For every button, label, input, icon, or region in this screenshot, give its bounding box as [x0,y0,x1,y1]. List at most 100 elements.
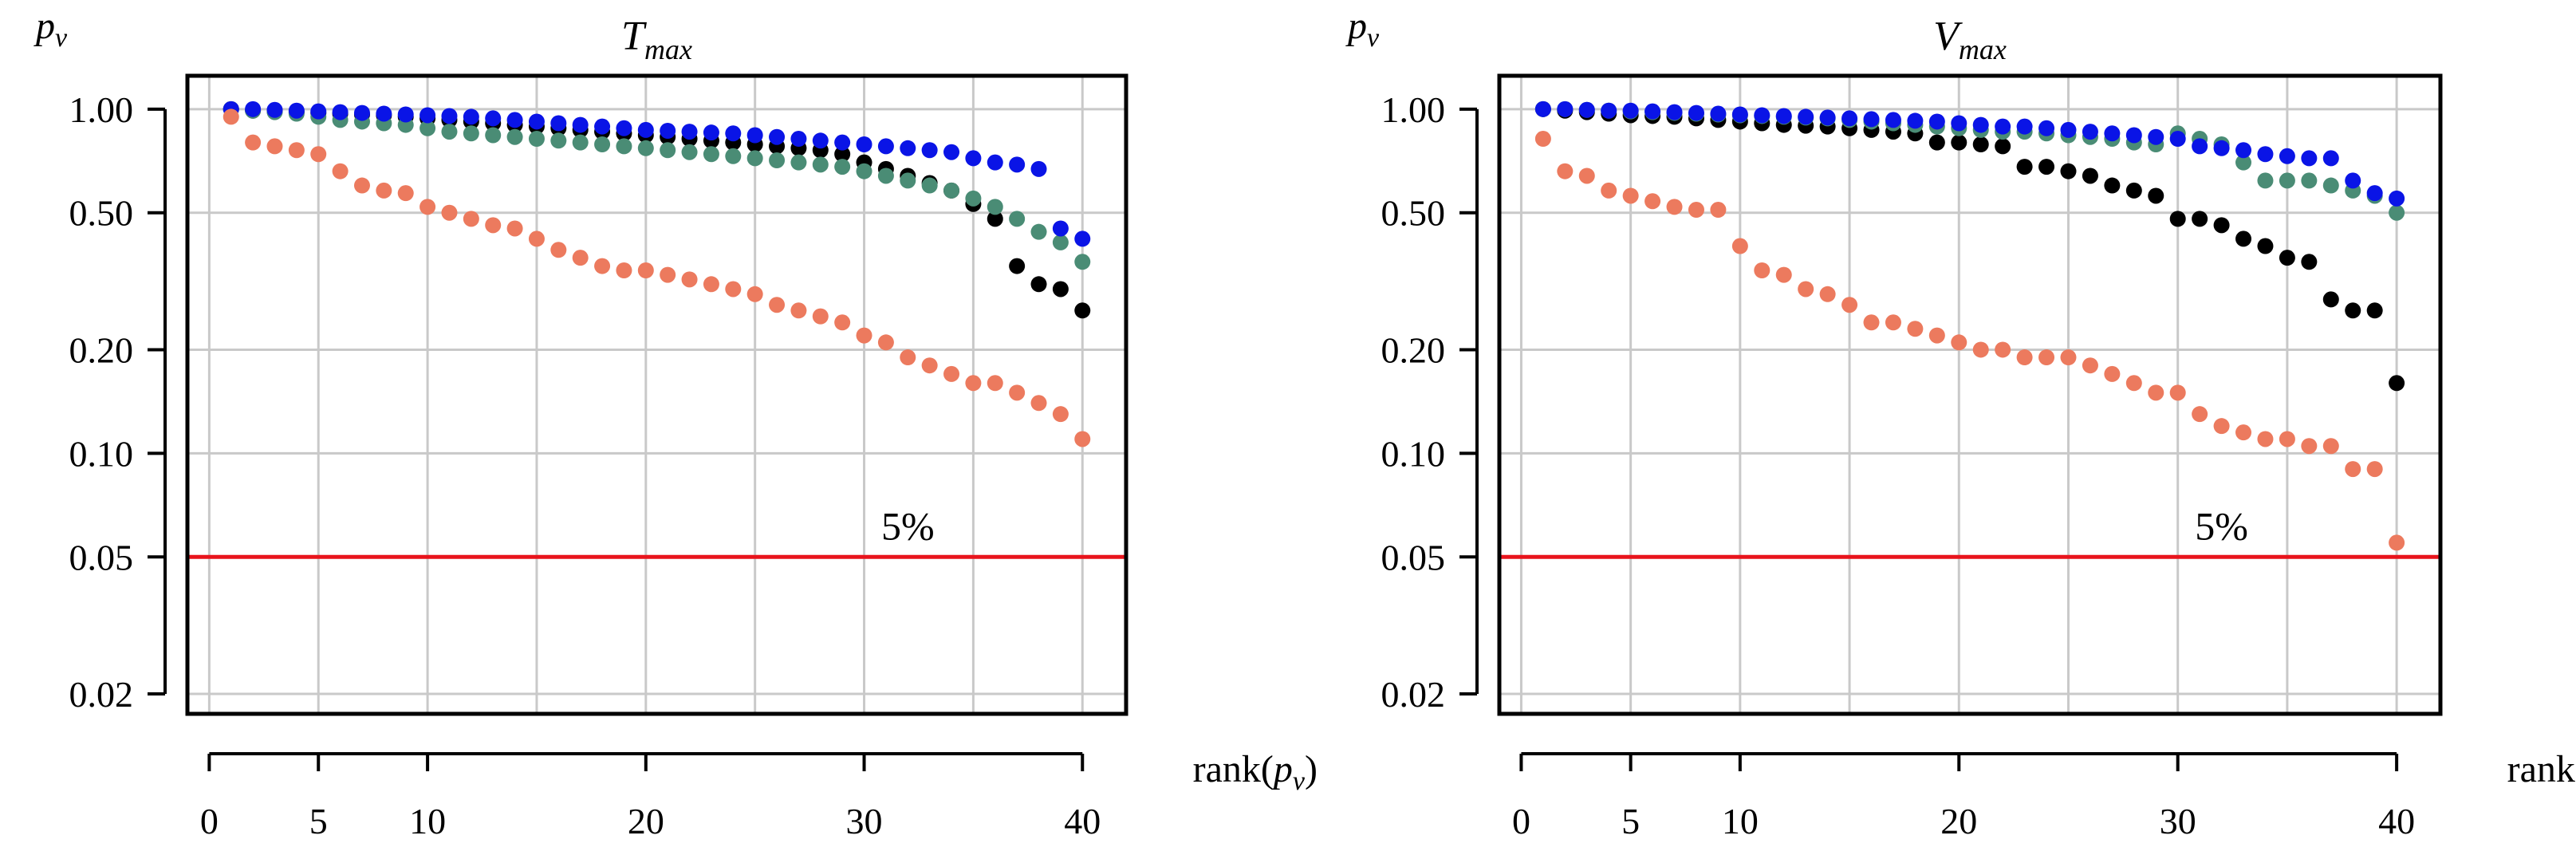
y-axis-title: pv [1345,5,1380,53]
point-teal [572,134,589,151]
point-salmon [353,177,370,194]
point-salmon [856,327,872,344]
point-black [2213,217,2230,234]
point-salmon [1863,314,1880,331]
point-salmon [1951,334,1967,351]
point-blue [2016,118,2033,135]
point-salmon [2104,365,2121,382]
point-salmon [660,266,676,283]
point-blue [419,107,436,124]
y-label-sub: v [55,23,68,53]
point-blue [1688,104,1704,121]
point-blue [1995,118,2011,135]
point-salmon [2257,431,2274,447]
point-black [1074,302,1091,319]
point-blue [1885,112,1901,128]
point-teal [419,120,436,136]
y-label-main: p [1345,5,1367,47]
point-blue [660,122,676,139]
chart-title-sub: max [1959,33,2007,65]
point-blue [769,128,786,145]
point-salmon [2125,375,2142,392]
point-blue [1557,100,1574,117]
point-teal [1009,211,1026,227]
point-teal [1030,223,1047,240]
point-blue [1841,110,1858,127]
point-blue [681,124,698,140]
point-blue [616,120,632,136]
point-salmon [572,250,589,266]
x-tick-label: 10 [1722,801,1759,841]
point-salmon [703,276,719,293]
point-salmon [485,217,502,234]
point-blue [1009,156,1026,173]
x-label-main: p [1271,748,1293,790]
x-ticks: 0 5 10 20 30 40 [200,752,1101,841]
point-blue [2082,124,2098,140]
point-blue [943,144,960,160]
point-blue [245,100,262,117]
point-blue [2038,120,2055,136]
point-black [834,146,851,163]
point-salmon [769,297,786,313]
point-teal [660,142,676,159]
point-blue [1863,111,1880,128]
point-teal [856,163,872,179]
grid [187,76,1126,714]
point-salmon [965,375,982,392]
point-salmon [1688,202,1704,219]
point-salmon [1754,262,1771,279]
point-blue [2301,150,2318,167]
point-black [2279,250,2295,266]
point-salmon [1972,341,1989,358]
x-label-suffix: ) [1305,748,1318,790]
point-black [1995,138,2011,155]
point-salmon [987,375,1003,392]
point-salmon [2082,357,2098,374]
point-salmon [2169,384,2186,401]
point-salmon [1798,281,1814,297]
y-tick-label: 0.10 [69,433,134,474]
point-blue [637,121,654,138]
point-blue [987,154,1003,171]
point-salmon [288,142,305,159]
point-teal [594,136,611,152]
point-teal [2279,172,2295,189]
point-salmon [637,262,654,279]
point-salmon [877,334,894,351]
point-teal [900,172,916,189]
point-salmon [2345,461,2361,478]
x-tick-label: 20 [628,801,664,841]
point-salmon [812,308,829,325]
point-teal [2257,172,2274,189]
point-teal [769,152,786,169]
point-black [2060,163,2077,179]
data-points [223,100,1091,447]
point-blue [2389,190,2405,207]
point-blue [1951,115,1967,132]
point-salmon [506,220,523,237]
point-blue [2125,127,2142,144]
point-blue [2104,125,2121,142]
point-salmon [1009,384,1026,401]
point-blue [1601,102,1617,119]
point-blue [288,102,305,119]
point-salmon [1644,193,1661,210]
point-salmon [1666,199,1683,215]
point-salmon [2192,406,2208,423]
y-ticks: 1.00 0.50 0.20 0.10 0.05 0.02 [69,89,167,715]
point-salmon [2038,349,2055,366]
point-blue [856,136,872,152]
point-blue [397,106,414,123]
point-salmon [616,262,632,279]
point-black [2235,231,2252,247]
point-blue [921,142,938,159]
panel-tmax: 0 5 10 20 30 40 1.00 0.50 0.20 0.10 0.05 0.02 Tmax… [33,5,1318,841]
point-blue [877,138,894,155]
plot-frame [185,73,1128,716]
plot-frame [1497,73,2443,716]
point-salmon [2301,438,2318,455]
point-blue [1644,103,1661,120]
